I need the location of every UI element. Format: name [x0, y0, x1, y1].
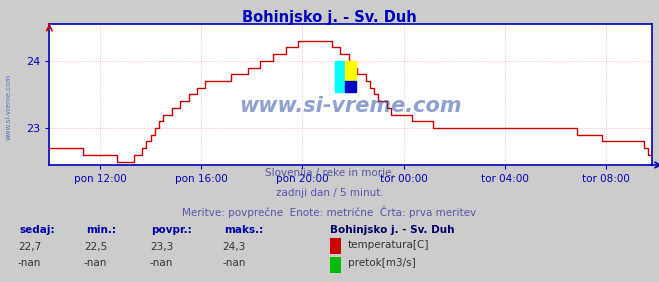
- Text: 22,5: 22,5: [84, 242, 107, 252]
- Text: -nan: -nan: [222, 259, 246, 268]
- Text: 24,3: 24,3: [222, 242, 246, 252]
- Text: pretok[m3/s]: pretok[m3/s]: [348, 258, 416, 268]
- Text: Bohinjsko j. - Sv. Duh: Bohinjsko j. - Sv. Duh: [242, 10, 417, 25]
- Text: zadnji dan / 5 minut.: zadnji dan / 5 minut.: [275, 188, 384, 198]
- Bar: [345, 61, 357, 81]
- Text: www.si-vreme.com: www.si-vreme.com: [5, 74, 11, 140]
- Text: -nan: -nan: [150, 259, 173, 268]
- Text: sedaj:: sedaj:: [20, 225, 55, 235]
- Text: 22,7: 22,7: [18, 242, 42, 252]
- Text: Meritve: povprečne  Enote: metrične  Črta: prva meritev: Meritve: povprečne Enote: metrične Črta:…: [183, 206, 476, 218]
- Text: -nan: -nan: [18, 259, 42, 268]
- Bar: [335, 61, 345, 92]
- Bar: [345, 81, 357, 92]
- Text: temperatura[C]: temperatura[C]: [348, 240, 430, 250]
- Text: Bohinjsko j. - Sv. Duh: Bohinjsko j. - Sv. Duh: [330, 225, 454, 235]
- Text: -nan: -nan: [84, 259, 107, 268]
- Text: www.si-vreme.com: www.si-vreme.com: [240, 96, 462, 116]
- Text: maks.:: maks.:: [224, 225, 264, 235]
- Text: Slovenija / reke in morje.: Slovenija / reke in morje.: [264, 168, 395, 178]
- Text: povpr.:: povpr.:: [152, 225, 192, 235]
- Text: 23,3: 23,3: [150, 242, 173, 252]
- Text: min.:: min.:: [86, 225, 116, 235]
